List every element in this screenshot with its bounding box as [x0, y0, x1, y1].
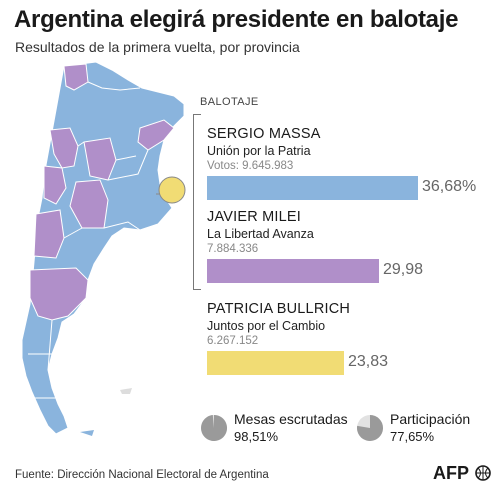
- vote-percent: 29,98: [383, 261, 424, 278]
- province-jujuy: [63, 63, 89, 91]
- candidate-votes: Votos: 9.645.983: [207, 160, 294, 172]
- progress-pie-icon: [201, 414, 228, 441]
- candidate-votes: 6.267.152: [207, 335, 259, 347]
- province-catamarca: [49, 127, 79, 169]
- candidate-party: La Libertad Avanza: [207, 227, 314, 241]
- progress-pie-icon: [357, 415, 384, 441]
- candidate-name: JAVIER MILEI: [207, 209, 301, 225]
- province-mendoza: [33, 209, 65, 259]
- svg-text:AFP: AFP: [433, 463, 469, 483]
- vote-percent: 36,68%: [422, 178, 477, 195]
- candidate-name: PATRICIA BULLRICH: [207, 301, 351, 317]
- buenos-aires-inset: [158, 176, 186, 204]
- province-neuquen-rionegro: [29, 267, 89, 321]
- candidate-party: Juntos por el Cambio: [207, 319, 326, 333]
- stat-label: Mesas escrutadas: [234, 411, 348, 427]
- runoff-bracket: [193, 114, 201, 290]
- candidate-votes: 7.884.336: [207, 243, 259, 255]
- islands: [120, 388, 132, 394]
- candidate-bullrich: PATRICIA BULLRICH Juntos por el Cambio 6…: [207, 301, 492, 375]
- page-title: Argentina elegirá presidente en balotaje: [14, 6, 459, 33]
- stat-value: 98,51%: [234, 429, 279, 444]
- afp-logo: AFP: [433, 463, 491, 483]
- page-subtitle: Resultados de la primera vuelta, por pro…: [15, 39, 300, 55]
- province-santiago: [83, 137, 117, 181]
- vote-bar: [207, 351, 344, 375]
- stat-value: 77,65%: [390, 429, 435, 444]
- legend-title: BALOTAJE: [200, 96, 259, 108]
- vote-bar: [207, 259, 379, 283]
- source-note: Fuente: Dirección Nacional Electoral de …: [15, 469, 269, 481]
- candidate-milei: JAVIER MILEI La Libertad Avanza 7.884.33…: [207, 209, 492, 283]
- province-la-rioja: [43, 165, 67, 205]
- candidate-name: SERGIO MASSA: [207, 126, 321, 142]
- vote-bar: [207, 176, 418, 200]
- vote-percent: 23,83: [348, 353, 389, 370]
- stat-label: Participación: [390, 411, 471, 427]
- province-corrientes: [137, 119, 175, 151]
- candidate-massa: SERGIO MASSA Unión por la Patria Votos: …: [207, 126, 492, 200]
- argentina-province-map: [21, 61, 186, 436]
- candidate-party: Unión por la Patria: [207, 144, 311, 158]
